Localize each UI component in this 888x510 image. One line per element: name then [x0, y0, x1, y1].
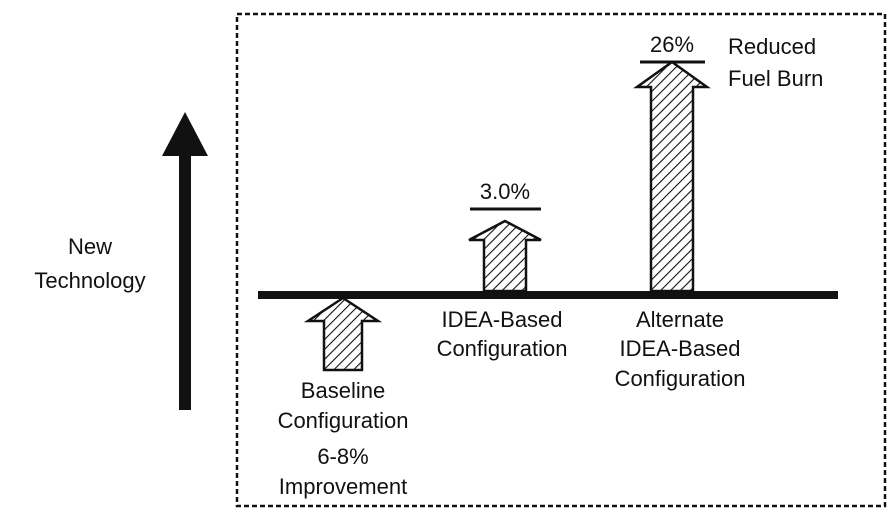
option-label: Alternate [636, 307, 724, 332]
legend: Reduced [728, 34, 816, 59]
value-label: 6-8% [317, 444, 368, 469]
option-label: IDEA-Based [619, 336, 740, 361]
baseline [258, 291, 838, 299]
legend: Fuel Burn [728, 66, 823, 91]
tech-arrow-head [162, 112, 208, 156]
option-label: Configuration [615, 366, 746, 391]
option-label: Configuration [437, 336, 568, 361]
tech-arrow-shaft [179, 150, 191, 410]
option-label: Configuration [278, 408, 409, 433]
arrow-idea [468, 219, 542, 293]
option-label: IDEA-Based [441, 307, 562, 332]
axis-label: Technology [34, 268, 145, 293]
value-label: 26% [650, 32, 694, 57]
axis-label: New [68, 234, 112, 259]
option-label: Baseline [301, 378, 385, 403]
frame [235, 12, 887, 508]
arrow-alternate [633, 60, 711, 293]
value-label: 3.0% [480, 179, 530, 204]
value-label: Improvement [279, 474, 407, 499]
arrow-baseline [303, 296, 383, 372]
